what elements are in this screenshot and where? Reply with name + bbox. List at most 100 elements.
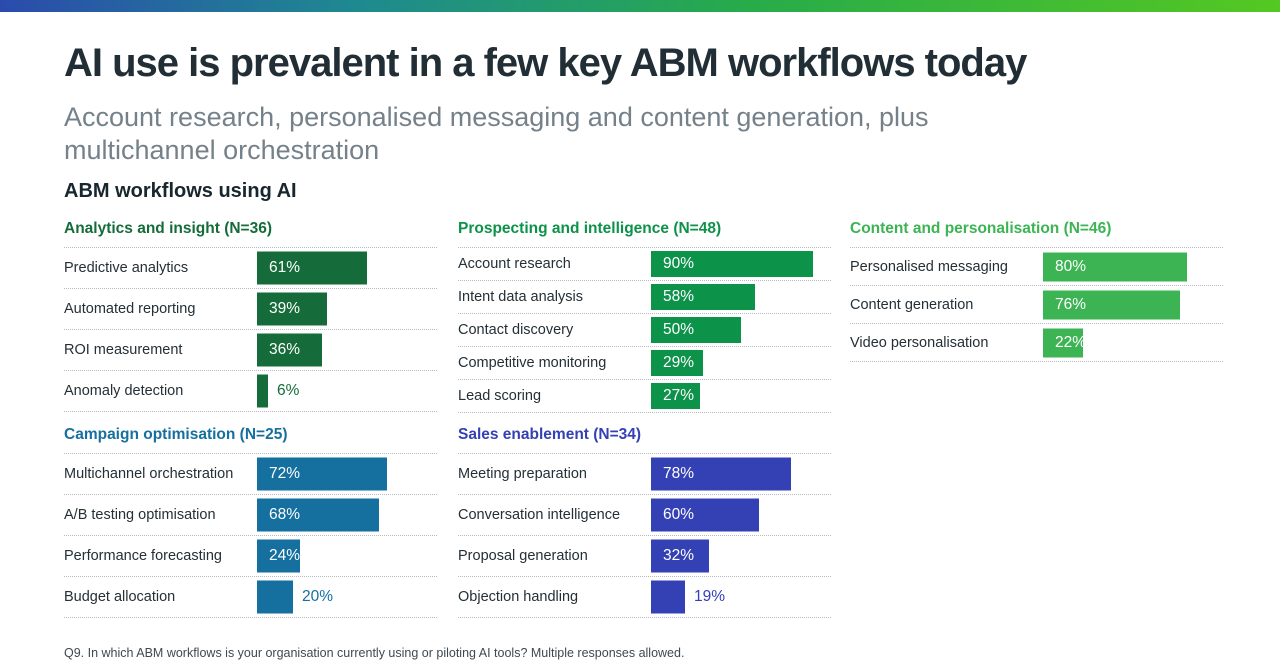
chart-group-title: Sales enablement (N=34) (458, 426, 642, 443)
chart-row-label: Content generation (850, 296, 974, 313)
chart-bar-value: 19% (694, 588, 726, 605)
chart-bar-value: 24% (269, 547, 301, 564)
chart-row: Anomaly detection 6% (64, 371, 437, 412)
chart-row-label: Automated reporting (64, 301, 196, 317)
chart-bar (651, 580, 685, 614)
chart-bar-track: 90% (651, 248, 831, 280)
chart-group-rows: Personalised messaging 80% Content generat… (850, 247, 1223, 362)
chart-bar-track: 80% (1043, 248, 1223, 285)
chart-bar-track: 78% (651, 454, 831, 494)
chart-row-label: Contact discovery (458, 322, 574, 338)
chart-bar-value: 80% (1055, 257, 1087, 275)
chart-bar-value: 50% (663, 321, 695, 338)
chart-bar-value: 68% (269, 506, 301, 523)
chart-bar-value: 78% (663, 465, 695, 482)
chart-bar-track: 68% (257, 495, 437, 535)
chart-row-label: Predictive analytics (64, 260, 189, 276)
chart-bar (257, 580, 293, 614)
chart-row: Personalised messaging 80% (850, 248, 1223, 286)
chart-bar-value: 58% (663, 288, 695, 305)
chart-row: ROI measurement 36% (64, 330, 437, 371)
chart-bar (257, 498, 379, 532)
chart-row-label: Performance forecasting (64, 548, 222, 564)
top-accent-bar (0, 0, 1280, 12)
chart-bar (651, 350, 703, 376)
chart-group-title: Analytics and insight (N=36) (64, 220, 273, 237)
chart-bar (257, 333, 322, 367)
chart-row: Performance forecasting 24% (64, 536, 437, 577)
chart-group-sales-enablement: Sales enablement (N=34) Meeting preparati… (458, 426, 831, 618)
chart-bar-track: 36% (257, 330, 437, 370)
chart-bar (651, 317, 741, 343)
chart-group-title: Prospecting and intelligence (N=48) (458, 220, 722, 237)
chart-row: Lead scoring 27% (458, 380, 831, 413)
chart-bar-track: 20% (257, 577, 437, 617)
page-title: AI use is prevalent in a few key ABM wor… (64, 41, 1027, 85)
chart-bar (651, 284, 755, 310)
chart-bar (651, 498, 759, 532)
chart-row: A/B testing optimisation 68% (64, 495, 437, 536)
chart-bar-value: 72% (269, 465, 301, 482)
chart-bar (257, 292, 327, 326)
chart-bar-value: 90% (663, 255, 695, 272)
chart-row-label: A/B testing optimisation (64, 507, 216, 523)
chart-row-label: Intent data analysis (458, 289, 583, 305)
chart-bar (1043, 328, 1083, 357)
chart-bar (651, 251, 813, 277)
chart-row: Video personalisation 22% (850, 324, 1223, 362)
chart-group-rows: Meeting preparation 78% Conversation intel… (458, 453, 831, 618)
chart-row-label: Proposal generation (458, 548, 588, 564)
chart-row: Intent data analysis 58% (458, 281, 831, 314)
chart-row: Proposal generation 32% (458, 536, 831, 577)
chart-bar-track: 39% (257, 289, 437, 329)
chart-bar-value: 32% (663, 547, 695, 564)
chart-bar-track: 60% (651, 495, 831, 535)
chart-bar-track: 19% (651, 577, 831, 617)
chart-group-rows: Multichannel orchestration 72% A/B testing… (64, 453, 437, 618)
chart-group-content-and-personalisation: Content and personalisation (N=46) Person… (850, 220, 1223, 362)
chart-row-label: Objection handling (458, 589, 579, 605)
chart-bar-track: 50% (651, 314, 831, 346)
chart-row: Objection handling 19% (458, 577, 831, 618)
chart-bar (257, 251, 367, 285)
chart-row-label: Account research (458, 256, 571, 272)
chart-bar-track: 29% (651, 347, 831, 379)
section-heading: ABM workflows using AI (64, 180, 297, 202)
chart-bar-value: 22% (1055, 333, 1087, 351)
chart-bar-value: 20% (302, 588, 334, 605)
chart-row: Multichannel orchestration 72% (64, 454, 437, 495)
chart-bar-value: 60% (663, 506, 695, 523)
footnote: Q9. In which ABM workflows is your organ… (64, 646, 685, 660)
chart-row: Account research 90% (458, 248, 831, 281)
chart-bar-track: 61% (257, 248, 437, 288)
chart-row-label: Budget allocation (64, 589, 176, 605)
chart-row: Conversation intelligence 60% (458, 495, 831, 536)
chart-row: Contact discovery 50% (458, 314, 831, 347)
chart-bar-track: 6% (257, 371, 437, 411)
chart-bar-track: 24% (257, 536, 437, 576)
chart-bar (257, 374, 268, 408)
chart-bar-value: 6% (277, 382, 300, 399)
chart-group-title: Campaign optimisation (N=25) (64, 426, 288, 443)
chart-group-rows: Predictive analytics 61% Automated reporti… (64, 247, 437, 412)
chart-row-label: Lead scoring (458, 388, 542, 404)
chart-bar-track: 76% (1043, 286, 1223, 323)
chart-row-label: Multichannel orchestration (64, 466, 234, 482)
chart-bar-track: 27% (651, 380, 831, 412)
chart-group-campaign-optimisation: Campaign optimisation (N=25) Multichannel… (64, 426, 437, 618)
chart-bar-track: 32% (651, 536, 831, 576)
chart-group-title: Content and personalisation (N=46) (850, 220, 1112, 237)
chart-row-label: Competitive monitoring (458, 355, 607, 371)
chart-row: Automated reporting 39% (64, 289, 437, 330)
chart-row: Meeting preparation 78% (458, 454, 831, 495)
chart-row-label: Personalised messaging (850, 258, 1008, 275)
chart-row-label: Conversation intelligence (458, 507, 621, 523)
chart-bar-value: 27% (663, 387, 695, 404)
chart-group-prospecting-and-intelligence: Prospecting and intelligence (N=48) Accou… (458, 220, 831, 413)
chart-bar-value: 61% (269, 259, 301, 276)
chart-group-analytics-and-insight: Analytics and insight (N=36) Predictive a… (64, 220, 437, 412)
chart-bar-value: 39% (269, 300, 301, 317)
chart-row: Budget allocation 20% (64, 577, 437, 618)
chart-group-rows: Account research 90% Intent data analysis 5… (458, 247, 831, 413)
